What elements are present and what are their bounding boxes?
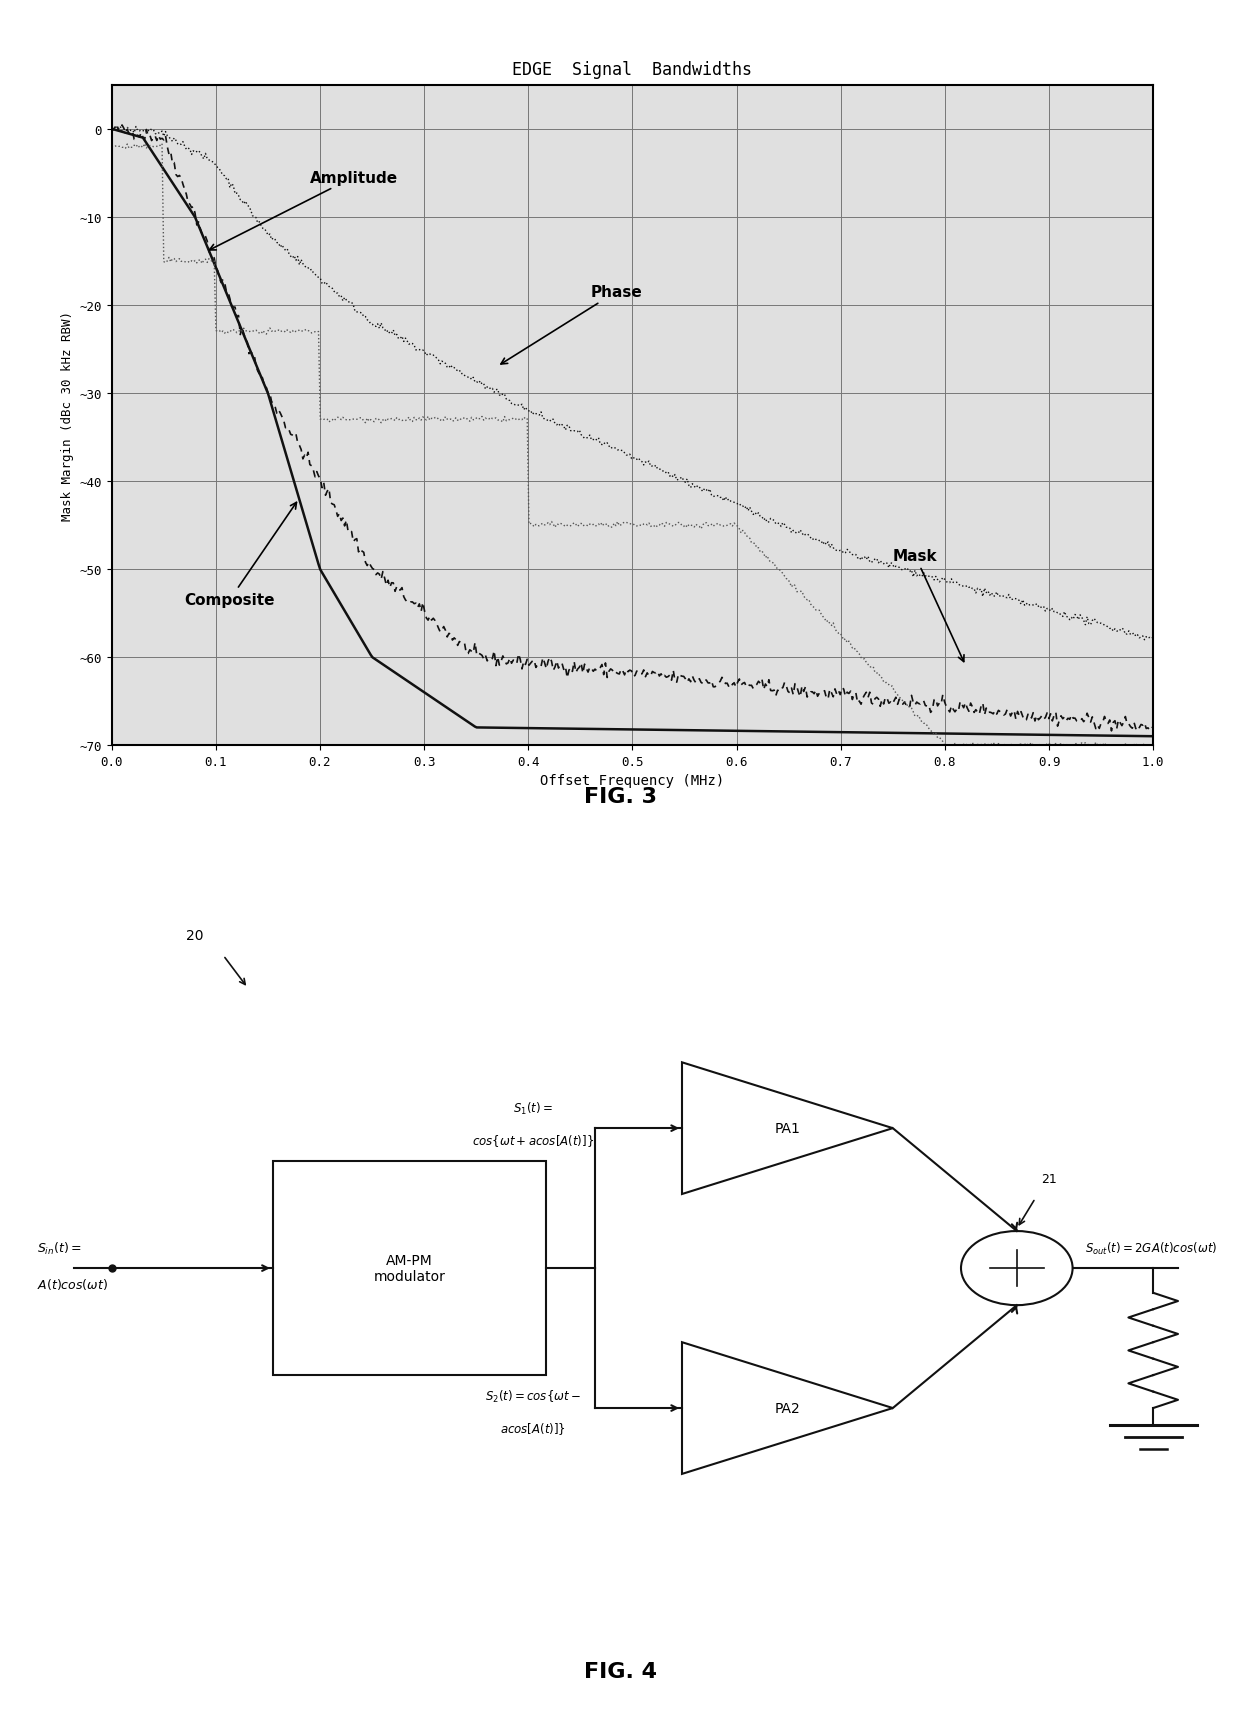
Text: $acos[A(t)]\}$: $acos[A(t)]\}$ bbox=[500, 1421, 567, 1436]
Text: $S_{in}(t) =$: $S_{in}(t) =$ bbox=[37, 1239, 82, 1256]
Text: $S_2(t) = cos\{\omega t-$: $S_2(t) = cos\{\omega t-$ bbox=[485, 1388, 582, 1404]
Text: Composite: Composite bbox=[185, 502, 296, 608]
Text: $A(t)cos(\omega t)$: $A(t)cos(\omega t)$ bbox=[37, 1277, 108, 1292]
Text: $S_{out}(t) = 2GA(t)cos(\omega t)$: $S_{out}(t) = 2GA(t)cos(\omega t)$ bbox=[1085, 1239, 1218, 1256]
Polygon shape bbox=[682, 1063, 893, 1195]
Text: Mask: Mask bbox=[893, 548, 963, 662]
Text: 21: 21 bbox=[1042, 1172, 1058, 1184]
Text: 20: 20 bbox=[186, 929, 203, 943]
Polygon shape bbox=[682, 1342, 893, 1474]
Text: AM-PM
modulator: AM-PM modulator bbox=[373, 1253, 445, 1284]
Text: $cos\{\omega t+acos[A(t)]\}$: $cos\{\omega t+acos[A(t)]\}$ bbox=[472, 1133, 594, 1148]
FancyBboxPatch shape bbox=[273, 1162, 546, 1375]
Text: PA1: PA1 bbox=[775, 1121, 800, 1135]
Circle shape bbox=[961, 1231, 1073, 1306]
Text: FIG. 3: FIG. 3 bbox=[584, 787, 656, 807]
Text: Amplitude: Amplitude bbox=[210, 170, 398, 250]
Text: Phase: Phase bbox=[501, 285, 642, 365]
X-axis label: Offset Frequency (MHz): Offset Frequency (MHz) bbox=[541, 773, 724, 788]
Text: $S_1(t) =$: $S_1(t) =$ bbox=[513, 1100, 553, 1116]
Y-axis label: Mask Margin (dBc 30 kHz RBW): Mask Margin (dBc 30 kHz RBW) bbox=[61, 310, 74, 521]
Title: EDGE  Signal  Bandwidths: EDGE Signal Bandwidths bbox=[512, 60, 753, 79]
Text: PA2: PA2 bbox=[775, 1402, 800, 1416]
Text: FIG. 4: FIG. 4 bbox=[584, 1661, 656, 1681]
